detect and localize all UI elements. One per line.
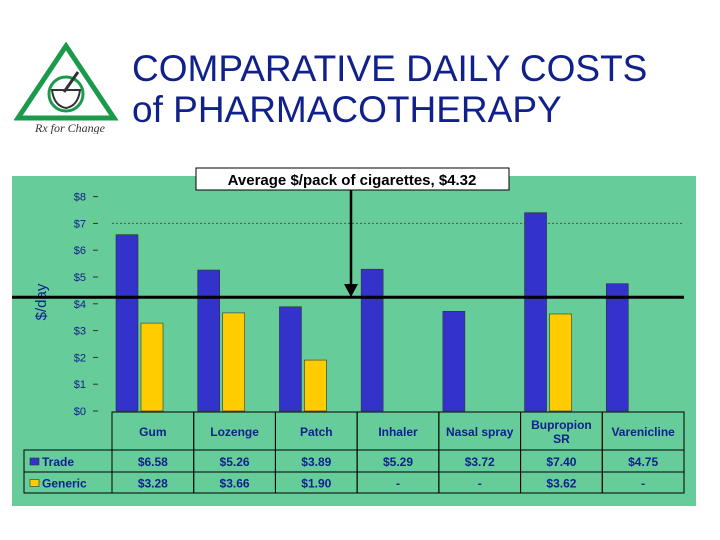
y-tick-label: $7 — [74, 218, 86, 230]
table-header-label: Bupropion — [531, 418, 592, 432]
table-header-label: Varenicline — [611, 425, 675, 439]
generic-bar-lozenge — [222, 312, 246, 412]
trade-bar-varenicline — [605, 283, 629, 412]
annotation-box — [195, 167, 510, 191]
y-tick-label: $4 — [74, 299, 86, 311]
trade-bar-gum — [115, 234, 139, 412]
trade-legend-swatch — [29, 457, 40, 466]
generic-bar-patch — [304, 359, 327, 412]
generic-legend-swatch — [29, 479, 40, 487]
data-label: $5.29 — [383, 455, 413, 469]
trade-bar-patch — [279, 306, 302, 412]
trade-bar-lozenge — [197, 269, 221, 412]
data-label: $3.89 — [301, 455, 331, 469]
generic-bar-bupropion-sr — [549, 313, 572, 412]
y-tick-label: $1 — [74, 379, 86, 391]
y-tick-label: $5 — [74, 272, 86, 284]
legend-label: Generic — [42, 477, 87, 491]
legend-label: Trade — [42, 455, 74, 469]
logo-text: Rx for Change — [34, 121, 106, 134]
data-label: $4.75 — [628, 455, 658, 469]
y-axis-label: $/day — [33, 283, 50, 320]
table-header-label: SR — [553, 432, 570, 446]
data-label: $6.58 — [138, 455, 168, 469]
y-tick-label: $2 — [74, 352, 86, 364]
table-header-label: Gum — [139, 425, 166, 439]
rx-for-change-logo: Rx for Change — [14, 42, 119, 134]
data-label: $7.40 — [546, 455, 576, 469]
data-label: - — [478, 477, 482, 491]
annotation-text: Average $/pack of cigarettes, $4.32 — [228, 172, 477, 189]
title-line-2: of PHARMACOTHERAPY — [132, 89, 562, 130]
annotation-arrowhead — [344, 284, 358, 297]
data-label: $5.26 — [220, 455, 250, 469]
trade-bar-nasal-spray — [442, 311, 466, 412]
y-tick-label: $0 — [74, 406, 86, 418]
data-label: - — [396, 477, 400, 491]
trade-bar-inhaler — [360, 268, 384, 412]
data-label: - — [641, 477, 645, 491]
table-header-label: Lozenge — [210, 425, 259, 439]
data-label: $1.90 — [301, 477, 331, 491]
y-tick-label: $3 — [74, 326, 86, 338]
data-label: $3.72 — [465, 455, 495, 469]
title-line-1: COMPARATIVE DAILY COSTS — [132, 48, 648, 89]
data-label: $3.62 — [546, 477, 576, 491]
table-value-cell — [601, 471, 685, 494]
data-label: $3.28 — [138, 477, 168, 491]
y-tick-label: $8 — [74, 192, 86, 204]
generic-bar-gum — [140, 322, 164, 412]
table-header-label: Inhaler — [378, 425, 418, 439]
trade-bar-bupropion-sr — [524, 212, 547, 412]
data-label: $3.66 — [220, 477, 250, 491]
page-title: COMPARATIVE DAILY COSTS of PHARMACOTHERA… — [132, 48, 712, 130]
table-header-label: Nasal spray — [446, 425, 514, 439]
table-header-label: Patch — [300, 425, 333, 439]
y-tick-label: $6 — [74, 245, 86, 257]
